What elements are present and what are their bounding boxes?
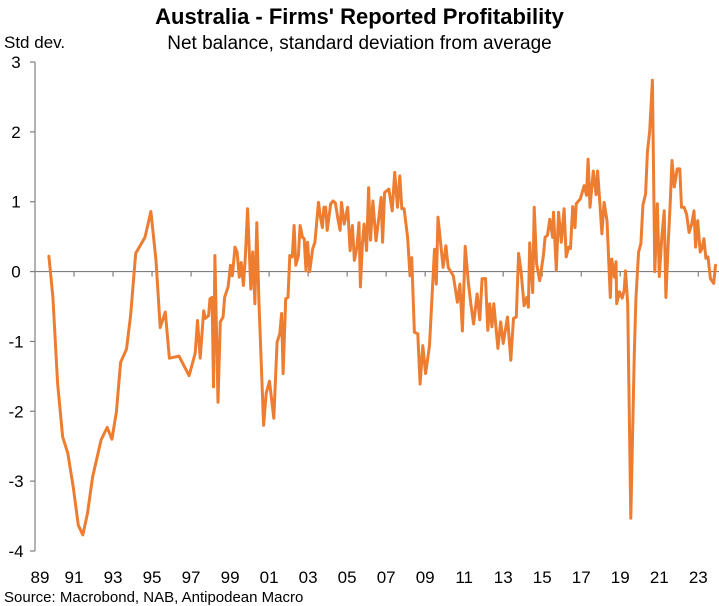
x-tick-label: 23 — [689, 568, 708, 587]
y-tick-label: 1 — [11, 193, 20, 212]
x-tick-label: 01 — [260, 568, 279, 587]
x-tick-label: 99 — [221, 568, 240, 587]
chart-title: Australia - Firms' Reported Profitabilit… — [155, 4, 564, 29]
chart-subtitle: Net balance, standard deviation from ave… — [167, 33, 552, 54]
series-line-profitability — [47, 78, 717, 537]
y-tick-label: -1 — [8, 332, 23, 351]
y-tick-label: -4 — [8, 542, 23, 561]
x-tick-label: 07 — [377, 568, 396, 587]
x-tick-label: 89 — [31, 568, 50, 587]
y-tick-label: -3 — [8, 472, 23, 491]
y-tick-label: 3 — [11, 53, 20, 72]
x-tick-label: 15 — [533, 568, 552, 587]
x-tick-label: 09 — [416, 568, 435, 587]
x-tick-label: 95 — [143, 568, 162, 587]
source-note: Source: Macrobond, NAB, Antipodean Macro — [4, 589, 304, 606]
x-tick-label: 11 — [455, 568, 473, 587]
x-tick-label: 97 — [182, 568, 201, 587]
x-tick-label: 21 — [650, 568, 669, 587]
x-tick-label: 03 — [299, 568, 318, 587]
y-axis-label: Std dev. — [4, 33, 66, 52]
y-tick-label: -2 — [8, 402, 23, 421]
x-tick-label: 93 — [104, 568, 123, 587]
x-tick-label: 91 — [65, 568, 84, 587]
x-tick-label: 17 — [572, 568, 591, 587]
x-tick-label: 13 — [494, 568, 513, 587]
x-tick-label: 05 — [338, 568, 357, 587]
y-tick-label: 0 — [11, 263, 20, 282]
x-tick-label: 19 — [611, 568, 630, 587]
y-tick-label: 2 — [11, 123, 20, 142]
